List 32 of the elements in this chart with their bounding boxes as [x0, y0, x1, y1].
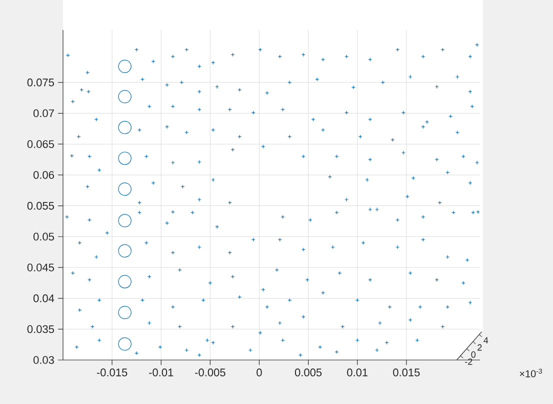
x-tick-label: 0.005 [294, 368, 322, 376]
x-tick-label: -0.005 [195, 368, 226, 376]
y-tick-label: 0.035 [27, 325, 54, 334]
point [118, 152, 132, 165]
annotation: 2 [478, 344, 482, 351]
annotation: 0 [471, 351, 476, 358]
point [118, 90, 132, 104]
x-tick-label: -0.01 [149, 368, 174, 376]
y-tick-label: 0.05 [33, 232, 54, 241]
point [118, 244, 132, 258]
x-tick-label: 0.015 [393, 368, 420, 376]
text: ×10$^{-3}$ [520, 368, 542, 378]
point [118, 306, 132, 320]
x-tick-label: 0 [256, 368, 262, 376]
y-tick-label: 0.06 [33, 171, 54, 179]
y-tick-label: 0.045 [27, 264, 54, 272]
point [118, 60, 132, 73]
point [118, 337, 132, 351]
point [118, 120, 132, 134]
x-tick-label: -0.015 [96, 368, 128, 376]
point [118, 182, 132, 196]
y-tick-label: 0.075 [27, 78, 54, 86]
x-tick-label: 0.01 [347, 368, 368, 376]
annotation: -2 [465, 358, 472, 365]
y-tick-label: 0.03 [33, 356, 54, 364]
point [118, 275, 132, 288]
y-tick-label: 0.04 [33, 294, 54, 302]
y-tick-label: 0.055 [27, 202, 54, 210]
point [118, 214, 132, 228]
y-tick-label: 0.065 [27, 140, 54, 148]
y-tick-label: 0.07 [33, 109, 54, 118]
text: 4 [484, 337, 488, 344]
